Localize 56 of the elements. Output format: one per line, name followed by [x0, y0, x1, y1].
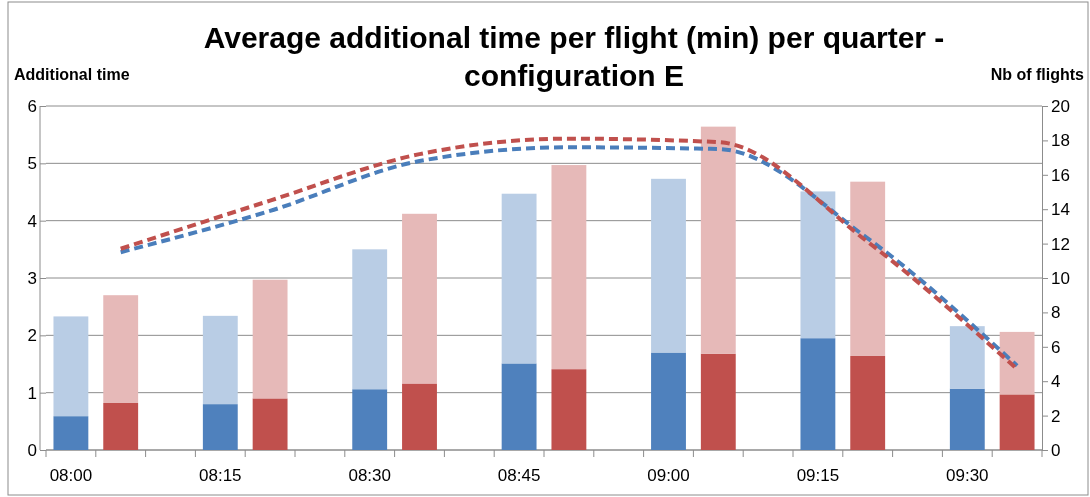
y-tick-label: 1: [27, 383, 37, 403]
y-axis-title: Additional time: [14, 66, 130, 83]
y2-axis-title: Nb of flights: [990, 66, 1085, 83]
bar: [850, 181, 886, 356]
y2-tick-label: 16: [1051, 165, 1070, 185]
x-tick-label: 08:30: [348, 466, 391, 485]
bar: [800, 191, 836, 339]
y-tick-label: 6: [27, 96, 37, 116]
bar: [800, 338, 836, 450]
bar: [252, 279, 288, 399]
y2-tick-label: 18: [1051, 131, 1070, 151]
y2-tick-label: 0: [1051, 440, 1061, 460]
bar: [202, 404, 238, 450]
bar: [949, 388, 985, 450]
bar: [651, 178, 686, 353]
x-tick-label: 08:45: [497, 466, 541, 485]
bar: [651, 352, 686, 450]
bar: [850, 355, 886, 450]
x-tick-label: 09:00: [647, 466, 690, 485]
y-tick-label: 0: [27, 440, 37, 460]
x-tick-label: 08:15: [199, 466, 242, 485]
x-tick-label: 09:15: [796, 466, 840, 485]
chart-title: Average additional time per flight (min) per quarter - configuration E: [203, 21, 945, 92]
y2-tick-label: 20: [1051, 96, 1070, 116]
bar: [402, 213, 437, 384]
y-tick-label: 4: [27, 211, 37, 231]
bar: [402, 383, 437, 450]
y2-tick-label: 6: [1051, 337, 1061, 357]
bar: [999, 394, 1035, 450]
bar: [700, 126, 736, 354]
y-tick-label: 3: [27, 268, 37, 288]
bar: [103, 402, 139, 450]
x-tick-label: 08:00: [49, 466, 93, 485]
y2-tick-label: 12: [1051, 234, 1070, 254]
bar: [252, 398, 288, 450]
bar: [103, 295, 139, 403]
bar: [501, 363, 537, 450]
y-tick-label: 5: [27, 154, 37, 174]
y2-tick-label: 8: [1051, 303, 1061, 323]
bar: [999, 331, 1035, 395]
bar: [202, 315, 238, 405]
y-tick-label: 2: [27, 326, 37, 346]
bar: [700, 353, 736, 450]
bar: [949, 326, 985, 389]
bar: [501, 193, 537, 364]
bar: [352, 389, 388, 450]
bar: [551, 369, 587, 450]
y2-tick-label: 14: [1051, 200, 1070, 220]
bar: [352, 249, 388, 390]
y2-tick-label: 10: [1051, 268, 1070, 288]
bar: [551, 165, 587, 370]
bar: [53, 316, 89, 417]
x-tick-label: 09:30: [946, 466, 989, 485]
y2-tick-label: 4: [1051, 372, 1061, 392]
y2-tick-label: 2: [1051, 406, 1061, 426]
bar: [53, 416, 89, 450]
